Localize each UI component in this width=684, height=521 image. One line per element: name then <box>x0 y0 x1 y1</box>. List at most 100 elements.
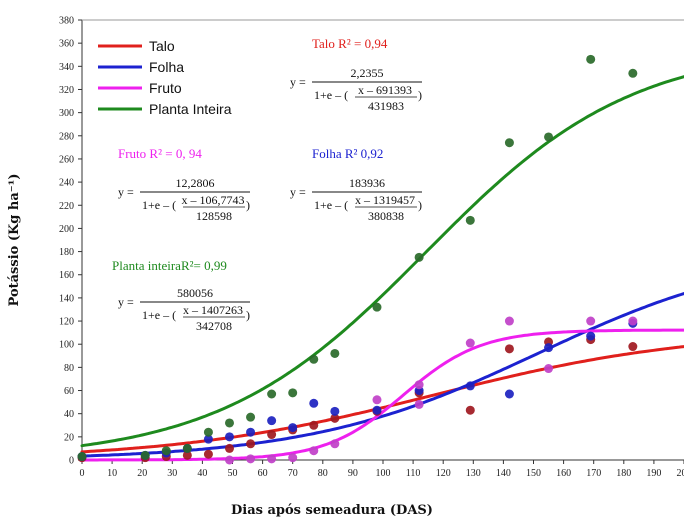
exponent-close-paren: ) <box>418 88 422 102</box>
legend-label: Folha <box>149 59 184 75</box>
equation-y-label: y = <box>118 295 134 309</box>
y-tick-label: 380 <box>59 16 74 27</box>
exponent-denominator: 128598 <box>196 209 232 223</box>
x-tick-label: 20 <box>137 468 147 479</box>
y-tick-label: 360 <box>59 39 74 50</box>
equation-y-label: y = <box>118 185 134 199</box>
data-point-2 <box>267 454 277 464</box>
exponent-close-paren: ) <box>246 198 250 212</box>
y-tick-label: 180 <box>59 247 74 258</box>
x-tick-label: 50 <box>228 468 238 479</box>
data-point-0 <box>203 449 213 459</box>
equation-title: Folha R² 0,92 <box>312 146 383 161</box>
data-point-3 <box>224 418 234 428</box>
x-tick-label: 170 <box>586 468 601 479</box>
x-tick-label: 10 <box>107 468 117 479</box>
equation-title: Fruto R² = 0, 94 <box>118 146 202 161</box>
equation-denominator-prefix: 1+e – ( <box>314 88 348 102</box>
data-point-2 <box>504 316 514 326</box>
data-point-2 <box>628 316 638 326</box>
data-point-0 <box>246 439 256 449</box>
exponent-close-paren: ) <box>246 308 250 322</box>
legend-label: Fruto <box>149 80 182 96</box>
equation-numerator: 580056 <box>177 286 213 300</box>
data-point-3 <box>77 452 87 462</box>
data-point-3 <box>140 450 150 460</box>
data-point-1 <box>267 416 277 426</box>
data-point-3 <box>465 215 475 225</box>
data-point-2 <box>414 380 424 390</box>
data-point-0 <box>504 344 514 354</box>
data-point-3 <box>309 354 319 364</box>
data-points <box>77 54 638 465</box>
equation-numerator: 183936 <box>349 176 385 190</box>
x-tick-label: 120 <box>436 468 451 479</box>
data-point-3 <box>544 132 554 142</box>
y-tick-label: 200 <box>59 224 74 235</box>
data-point-0 <box>628 342 638 352</box>
equation-denominator-prefix: 1+e – ( <box>142 308 176 322</box>
x-tick-label: 90 <box>348 468 358 479</box>
data-point-1 <box>309 398 319 408</box>
data-point-3 <box>161 446 171 456</box>
y-tick-label: 120 <box>59 317 74 328</box>
data-point-2 <box>465 338 475 348</box>
equation-numerator: 2,2355 <box>351 66 384 80</box>
equation-numerator: 12,2806 <box>176 176 215 190</box>
data-point-0 <box>330 413 340 423</box>
data-point-2 <box>586 316 596 326</box>
y-tick-label: 160 <box>59 270 74 281</box>
y-tick-label: 220 <box>59 201 74 212</box>
y-tick-label: 240 <box>59 178 74 189</box>
x-tick-label: 0 <box>80 468 85 479</box>
data-point-3 <box>628 68 638 78</box>
x-tick-label: 140 <box>496 468 511 479</box>
data-point-3 <box>414 252 424 262</box>
fit-curves <box>80 75 684 462</box>
equation-denominator-prefix: 1+e – ( <box>314 198 348 212</box>
data-point-2 <box>309 446 319 456</box>
data-point-2 <box>246 454 256 464</box>
data-point-3 <box>246 412 256 422</box>
x-tick-label: 60 <box>258 468 268 479</box>
x-tick-label: 200 <box>677 468 684 479</box>
fit-curve-2 <box>80 328 684 462</box>
y-tick-label: 100 <box>59 340 74 351</box>
y-tick-label: 40 <box>64 409 74 420</box>
x-tick-label: 100 <box>376 468 391 479</box>
exponent-numerator: x – 1407263 <box>183 303 243 317</box>
legend-label: Talo <box>149 38 175 54</box>
equation-y-label: y = <box>290 75 306 89</box>
equation-y-label: y = <box>290 185 306 199</box>
exponent-numerator: x – 691393 <box>358 83 412 97</box>
data-point-2 <box>544 364 554 374</box>
data-point-0 <box>224 443 234 453</box>
data-point-3 <box>330 348 340 358</box>
data-point-0 <box>309 420 319 430</box>
x-tick-label: 160 <box>556 468 571 479</box>
x-axis-title: Dias após semeadura (DAS) <box>231 503 433 518</box>
data-point-1 <box>372 405 382 415</box>
data-point-3 <box>586 54 596 64</box>
fit-curve-3 <box>80 75 684 448</box>
data-point-3 <box>182 443 192 453</box>
y-tick-label: 340 <box>59 62 74 73</box>
data-point-2 <box>330 439 340 449</box>
y-tick-label: 300 <box>59 108 74 119</box>
y-tick-label: 60 <box>64 386 74 397</box>
exponent-close-paren: ) <box>418 198 422 212</box>
exponent-denominator: 380838 <box>368 209 404 223</box>
x-tick-label: 190 <box>646 468 661 479</box>
data-point-1 <box>224 432 234 442</box>
equation-denominator-prefix: 1+e – ( <box>142 198 176 212</box>
data-point-3 <box>372 302 382 312</box>
exponent-numerator: x – 1319457 <box>355 193 415 207</box>
equation-title: Talo R² = 0,94 <box>312 36 388 51</box>
data-point-3 <box>267 389 277 399</box>
